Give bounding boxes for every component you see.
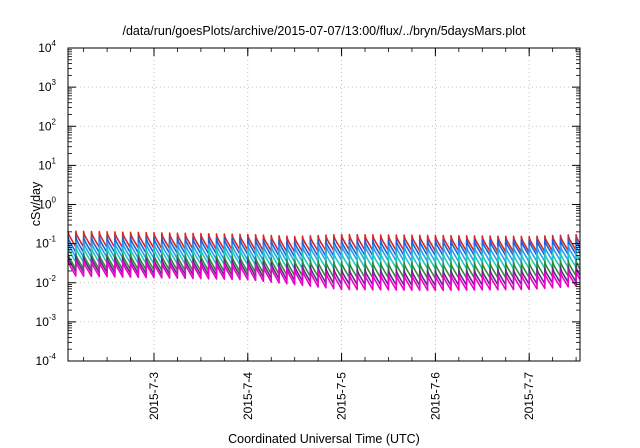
- y-tick-label: 10-1: [36, 235, 57, 251]
- x-tick-label: 2015-7-6: [428, 372, 442, 420]
- x-tick-label: 2015-7-5: [335, 372, 349, 420]
- x-axis: 2015-7-3 2015-7-4 2015-7-5 2015-7-6 2015-7-7: [83, 48, 577, 420]
- y-tick-label: 103: [38, 78, 56, 94]
- y-tick-label: 10-3: [36, 313, 57, 329]
- x-axis-label: Coordinated Universal Time (UTC): [228, 432, 420, 446]
- y-tick-label: 10-2: [36, 274, 57, 290]
- y-tick-label: 104: [38, 39, 56, 55]
- y-axis-label: cSv/day: [29, 181, 43, 226]
- y-tick-label: 10-4: [36, 352, 57, 368]
- x-tick-label: 2015-7-3: [147, 372, 161, 420]
- y-axis: 10-4 10-3 10-2 10-1 100 101 102 103 104: [36, 39, 580, 368]
- x-tick-label: 2015-7-7: [522, 372, 536, 420]
- x-tick-label: 2015-7-4: [241, 372, 255, 420]
- y-tick-label: 100: [38, 196, 56, 212]
- y-tick-label: 102: [38, 117, 56, 133]
- series-line-7: [67, 259, 581, 292]
- data-series: [67, 230, 581, 292]
- chart-title: /data/run/goesPlots/archive/2015-07-07/1…: [122, 24, 526, 38]
- y-tick-label: 101: [38, 156, 56, 172]
